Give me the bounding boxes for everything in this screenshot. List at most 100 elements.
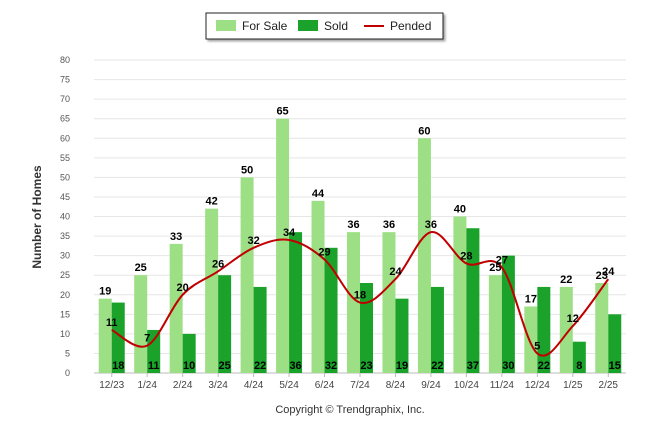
data-label-pended: 28 bbox=[460, 250, 472, 262]
x-tick-label-12-23: 12/23 bbox=[99, 380, 124, 391]
data-label-for-sale: 33 bbox=[170, 231, 182, 243]
data-label-pended: 5 bbox=[534, 340, 540, 352]
data-label-for-sale: 22 bbox=[560, 274, 572, 286]
bar-for-sale bbox=[488, 275, 502, 373]
data-label-for-sale: 19 bbox=[99, 286, 111, 298]
data-label-sold: 36 bbox=[289, 360, 301, 372]
data-label-for-sale: 25 bbox=[489, 262, 501, 274]
bar-sold bbox=[608, 314, 622, 373]
y-tick-label: 30 bbox=[60, 251, 70, 261]
bar-for-sale bbox=[559, 286, 573, 373]
bar-for-sale bbox=[98, 298, 112, 373]
x-tick-label-2-24: 2/24 bbox=[173, 380, 193, 391]
data-label-for-sale: 50 bbox=[241, 164, 253, 176]
bars bbox=[98, 118, 622, 373]
data-label-pended: 11 bbox=[106, 317, 118, 329]
x-tick-label-4-24: 4/24 bbox=[244, 380, 264, 391]
bar-for-sale bbox=[453, 216, 467, 373]
x-tick-label-11-24: 11/24 bbox=[490, 380, 515, 391]
data-label-for-sale: 36 bbox=[347, 219, 359, 231]
y-tick-label: 70 bbox=[60, 94, 70, 104]
bar-sold bbox=[395, 298, 409, 373]
data-label-for-sale: 17 bbox=[525, 293, 537, 305]
data-label-pended: 34 bbox=[283, 227, 296, 239]
x-tick-label-6-24: 6/24 bbox=[315, 380, 335, 391]
y-tick-label: 60 bbox=[60, 133, 70, 143]
x-tick-label-2-25: 2/25 bbox=[599, 380, 619, 391]
data-label-for-sale: 36 bbox=[383, 219, 395, 231]
data-label-pended: 18 bbox=[354, 290, 366, 302]
bar-sold bbox=[289, 232, 303, 373]
bar-sold bbox=[111, 302, 125, 373]
x-axis-ticks: 12/23 1/24 2/24 3/24 4/24 5/24 6/24 7/24 8/24 9/2… bbox=[99, 373, 618, 391]
data-label-pended: 20 bbox=[177, 282, 189, 294]
copyright-credit: Copyright © Trendgraphix, Inc. bbox=[275, 404, 424, 416]
y-tick-label: 45 bbox=[60, 192, 70, 202]
bar-for-sale bbox=[240, 177, 254, 373]
bar-for-sale bbox=[134, 275, 148, 373]
data-label-sold: 8 bbox=[576, 360, 582, 372]
data-label-sold: 11 bbox=[148, 360, 160, 372]
legend-box bbox=[205, 12, 444, 40]
y-tick-label: 55 bbox=[60, 153, 70, 163]
bar-for-sale bbox=[417, 138, 431, 373]
bar-for-sale bbox=[169, 243, 183, 373]
pended-line-path bbox=[111, 231, 610, 357]
y-tick-label: 35 bbox=[60, 231, 70, 241]
y-tick-label: 15 bbox=[60, 309, 70, 319]
bar-sold bbox=[537, 286, 551, 373]
data-label-sold: 30 bbox=[502, 360, 514, 372]
x-tick-label-5-24: 5/24 bbox=[279, 380, 299, 391]
x-tick-label-9-24: 9/24 bbox=[421, 380, 441, 391]
data-label-pended: 24 bbox=[389, 266, 402, 278]
y-tick-label: 5 bbox=[65, 348, 70, 358]
data-label-sold: 23 bbox=[360, 360, 372, 372]
data-label-sold: 25 bbox=[219, 360, 231, 372]
data-label-pended: 27 bbox=[496, 254, 508, 266]
y-tick-label: 20 bbox=[60, 290, 70, 300]
bar-for-sale bbox=[524, 306, 538, 373]
bar-sold bbox=[218, 275, 232, 373]
data-label-for-sale: 23 bbox=[596, 270, 608, 282]
bar-sold bbox=[182, 333, 196, 373]
y-tick-label: 75 bbox=[60, 75, 70, 85]
bar-for-sale bbox=[595, 283, 609, 373]
data-label-for-sale: 40 bbox=[454, 204, 466, 216]
bar-for-sale bbox=[347, 232, 360, 373]
data-label-sold: 37 bbox=[467, 360, 479, 372]
data-label-pended: 32 bbox=[247, 235, 259, 247]
legend-swatch-for-sale bbox=[216, 20, 236, 31]
bar-sold bbox=[360, 283, 373, 373]
y-tick-label: 25 bbox=[60, 270, 70, 280]
x-tick-label-1-25: 1/25 bbox=[563, 380, 583, 391]
x-tick-label-3-24: 3/24 bbox=[208, 380, 228, 391]
x-tick-label-12-24: 12/24 bbox=[525, 380, 550, 391]
bar-sold bbox=[253, 286, 267, 373]
data-label-sold: 22 bbox=[538, 360, 550, 372]
data-label-pended: 26 bbox=[212, 258, 224, 270]
bar-sold bbox=[430, 286, 444, 373]
data-label-pended: 7 bbox=[144, 333, 150, 345]
y-tick-label: 40 bbox=[60, 212, 70, 222]
legend: For Sale Sold Pended bbox=[205, 12, 444, 40]
data-label-sold: 18 bbox=[112, 360, 124, 372]
bar-sold bbox=[572, 341, 586, 373]
data-label-for-sale: 60 bbox=[418, 125, 430, 137]
data-label-for-sale: 65 bbox=[276, 106, 288, 118]
pended-line bbox=[111, 231, 610, 357]
y-tick-label: 65 bbox=[60, 114, 70, 124]
data-label-pended: 29 bbox=[318, 247, 330, 259]
data-labels: 19 18 25 11 33 10 42 25 50 22 65 36 44 32 36 23 36 19 60 22… bbox=[99, 106, 621, 372]
y-tick-label: 80 bbox=[60, 55, 70, 65]
data-label-for-sale: 42 bbox=[206, 196, 218, 208]
bar-sold bbox=[501, 255, 515, 373]
data-label-for-sale: 44 bbox=[312, 188, 325, 200]
data-label-for-sale: 25 bbox=[135, 262, 147, 274]
legend-swatch-sold bbox=[298, 20, 318, 31]
x-tick-label-7-24: 7/24 bbox=[350, 380, 370, 391]
legend-label-sold: Sold bbox=[324, 19, 348, 33]
data-label-sold: 22 bbox=[431, 360, 443, 372]
data-label-sold: 15 bbox=[609, 360, 621, 372]
data-label-sold: 19 bbox=[396, 360, 408, 372]
